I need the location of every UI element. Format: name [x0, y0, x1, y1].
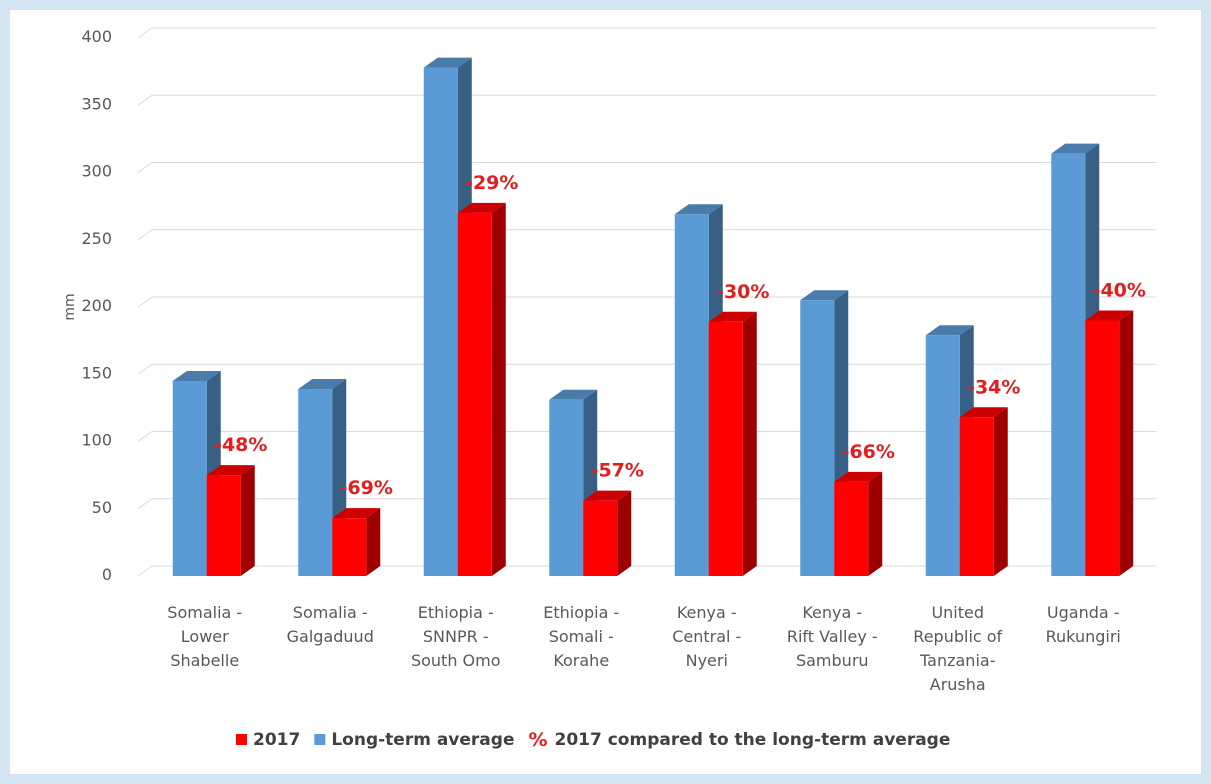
percent-change-label: -48% [214, 434, 267, 456]
y-tick-label: 150 [81, 363, 112, 382]
gridline-side [137, 162, 153, 173]
bar-long-term-average [549, 389, 598, 576]
chart-panel: 0 50 100 150 200 250 300 350 400 mm -48% Somalia -L… [10, 10, 1201, 774]
y-tick-label: 300 [81, 162, 112, 181]
x-category-label: Ethiopia -SNNPR -South Omo [411, 603, 501, 670]
gridline-side [137, 296, 153, 308]
legend-percent-marker: % [528, 729, 547, 751]
x-category-label: Kenya -Central -Nyeri [672, 603, 741, 670]
x-category-label: Ethiopia -Somali -Korahe [543, 603, 619, 670]
legend: 2017 Long-term average% 2017 compared to t… [236, 729, 950, 751]
gridline-side [137, 27, 153, 39]
x-category-label: Kenya -Rift Valley -Samburu [787, 603, 878, 670]
percent-change-label: -40% [1093, 279, 1146, 301]
x-category-label: United Republic of Tanzania-Arusha [913, 603, 1002, 694]
bar-2017 [1085, 310, 1134, 576]
bar-2017 [457, 202, 506, 576]
x-category-label: Uganda -Rukungiri [1046, 603, 1121, 646]
y-tick-label: 350 [81, 94, 112, 113]
gridline-side [137, 498, 153, 510]
y-tick-label: 50 [92, 498, 112, 517]
y-tick-label: 0 [102, 565, 112, 584]
x-category-label: Somalia -Lower Shabelle [167, 603, 242, 670]
gridline-side [137, 565, 153, 577]
gridline-side [137, 431, 153, 442]
bar-2017 [834, 471, 883, 576]
percent-change-label: -69% [340, 477, 393, 499]
percent-change-label: -34% [967, 376, 1020, 398]
bar-2017 [708, 311, 757, 576]
bar-chart: 0 50 100 150 200 250 300 350 400 mm -48% Somalia -L… [62, 27, 1156, 751]
gridline-side [137, 94, 153, 106]
bar-2017 [959, 407, 1008, 576]
bar-2017 [583, 490, 632, 576]
y-tick-label: 250 [81, 229, 112, 248]
percent-change-label: -57% [591, 460, 644, 482]
gridline-side [137, 229, 153, 241]
legend-label: 2017 [253, 730, 300, 750]
y-tick-label: 100 [81, 431, 112, 450]
bar-2017 [206, 465, 255, 576]
legend-swatch [236, 734, 247, 745]
legend-label: 2017 compared to the long-term average [554, 730, 950, 750]
legend-swatch [314, 734, 326, 745]
percent-change-label: -29% [465, 172, 518, 194]
x-category-label: Somalia -Galgaduud [287, 603, 374, 646]
legend-label: Long-term average [331, 730, 514, 750]
y-axis-title: mm [62, 293, 78, 320]
percent-change-label: -66% [842, 441, 895, 463]
y-tick-label: 400 [81, 27, 112, 46]
gridline-side [137, 363, 153, 375]
percent-change-label: -30% [716, 281, 769, 303]
y-tick-label: 200 [81, 296, 112, 315]
bar-2017 [332, 508, 381, 576]
